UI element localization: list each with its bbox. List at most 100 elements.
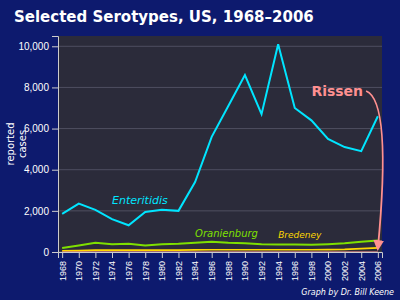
x-tick-mark (278, 252, 279, 258)
grid-line (58, 46, 382, 47)
y-tick-mark (52, 211, 58, 212)
x-tick: 2002 (340, 252, 350, 281)
x-tick: 1980 (157, 252, 167, 281)
annotation-arrow (366, 91, 383, 249)
x-tick: 1982 (174, 252, 184, 281)
x-axis: 1968 1970 1972 1974 1976 1978 1980 1982 1984 1986… (58, 252, 384, 281)
x-tick: 1986 (207, 252, 217, 281)
x-tick-mark (145, 252, 146, 258)
y-tick-label: 2,000 (24, 206, 49, 217)
y-tick-mark (52, 87, 58, 88)
x-tick-label: 1990 (240, 261, 250, 281)
plot: 02,0004,0006,0008,00010,0001968197019721… (18, 36, 383, 281)
y-tick: 2,000 (24, 206, 58, 217)
x-tick-mark (95, 252, 96, 258)
plot-background (58, 36, 382, 252)
x-tick-mark (228, 252, 229, 258)
x-tick: 1978 (141, 252, 151, 281)
x-tick-mark (311, 252, 312, 258)
y-tick: 4,000 (24, 164, 58, 175)
x-tick: 1998 (307, 252, 317, 281)
x-tick-label: 2006 (373, 261, 383, 281)
x-tick-mark (262, 252, 263, 258)
x-tick-mark (178, 252, 179, 258)
series-label: Bredeney (278, 230, 322, 240)
series-labels: Enteritidis Oranienburg Bredeney Rissen (112, 83, 383, 249)
grid-line (58, 210, 382, 211)
y-tick-mark (52, 170, 58, 171)
x-tick-label: 1998 (307, 261, 317, 281)
y-tick: 6,000 (24, 123, 58, 134)
x-tick-mark (345, 252, 346, 258)
x-tick-label: 1978 (141, 261, 151, 281)
x-tick-label: 1984 (190, 261, 200, 281)
x-tick: 1988 (224, 252, 234, 281)
x-tick: 1992 (257, 252, 267, 281)
series-line (62, 248, 378, 251)
y-tick-label: 4,000 (24, 164, 49, 175)
x-tick-mark (129, 252, 130, 258)
x-tick-label: 1968 (58, 261, 68, 281)
y-axis-title: reportedcases (5, 122, 28, 165)
x-tick-mark (378, 252, 379, 258)
x-tick: 1976 (124, 252, 134, 281)
x-tick-label: 1996 (290, 261, 300, 281)
y-axis-line (52, 37, 59, 253)
x-tick-label: 1994 (274, 261, 284, 281)
x-tick-mark (328, 252, 329, 258)
x-tick-mark (62, 252, 63, 258)
x-tick-label: 1974 (107, 261, 117, 281)
x-tick: 1990 (240, 252, 250, 281)
y-tick: 8,000 (24, 82, 58, 93)
x-tick-mark (212, 252, 213, 258)
y-tick-label: 10,000 (18, 41, 49, 52)
grid-line (58, 128, 382, 129)
x-tick-label: 1988 (224, 261, 234, 281)
x-tick: 1994 (274, 252, 284, 281)
x-tick: 1972 (91, 252, 101, 281)
lines (62, 44, 378, 252)
x-tick: 1984 (190, 252, 200, 281)
series-line (62, 251, 378, 252)
series-label: Oranienburg (195, 228, 258, 239)
x-tick-label: 1976 (124, 261, 134, 281)
x-tick-label: 2004 (357, 261, 367, 281)
background (0, 0, 400, 300)
x-tick: 1974 (107, 252, 117, 281)
x-tick: 2004 (357, 252, 367, 281)
x-tick-label: 1970 (74, 261, 84, 281)
x-axis-line (59, 253, 383, 259)
y-tick-label: 0 (43, 247, 49, 258)
series-line (62, 44, 378, 225)
y-axis-title-line: cases (17, 130, 28, 158)
x-tick: 1996 (290, 252, 300, 281)
x-tick-mark (245, 252, 246, 258)
x-tick-label: 1972 (91, 261, 101, 281)
credit: Graph by Dr. Bill Keene (301, 288, 394, 297)
x-tick-mark (361, 252, 362, 258)
x-tick-label: 1980 (157, 261, 167, 281)
x-tick: 1968 (58, 252, 68, 281)
x-tick-mark (295, 252, 296, 258)
series-label: Enteritidis (112, 194, 168, 207)
y-tick-mark (52, 129, 58, 130)
x-tick-label: 1992 (257, 261, 267, 281)
series-label: Rissen (311, 83, 363, 99)
x-tick: 2000 (323, 252, 333, 281)
y-tick-mark (52, 252, 58, 253)
x-tick-mark (79, 252, 80, 258)
series-line (62, 240, 378, 247)
x-tick-mark (162, 252, 163, 258)
x-tick-label: 1986 (207, 261, 217, 281)
x-tick-mark (195, 252, 196, 258)
x-tick-label: 1982 (174, 261, 184, 281)
grid (58, 46, 382, 252)
x-tick: 2006 (373, 252, 383, 281)
y-tick: 10,000 (18, 41, 58, 52)
title: Selected Serotypes, US, 1968–2006 (14, 8, 314, 26)
x-tick-label: 2000 (323, 261, 333, 281)
grid-line (58, 169, 382, 170)
x-tick: 1970 (74, 252, 84, 281)
y-tick-mark (52, 46, 58, 47)
x-tick-mark (112, 252, 113, 258)
